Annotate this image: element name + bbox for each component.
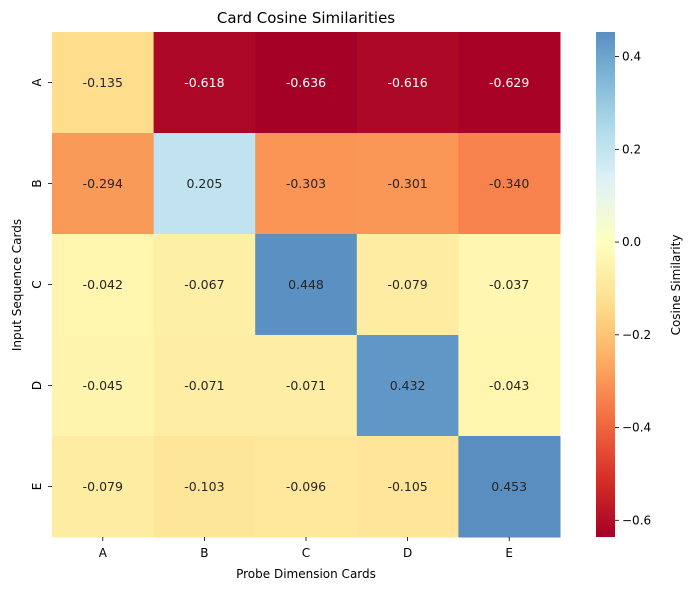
cell-value-label: -0.616	[387, 75, 427, 90]
colorbar-tick-label: 0.0	[622, 235, 641, 249]
heatmap-cell	[458, 32, 561, 134]
cell-value-label: -0.340	[489, 176, 529, 191]
heatmap-cell	[458, 234, 561, 336]
cell-value-label: -0.618	[184, 75, 224, 90]
colorbar-tick-label: −0.2	[622, 328, 651, 342]
heatmap-cell	[52, 335, 155, 437]
y-axis-ticks: A B C D E	[30, 78, 52, 491]
cell-value-label: -0.079	[83, 479, 123, 494]
cell-value-label: 0.205	[187, 176, 223, 191]
x-axis-ticks: A B C D E	[99, 537, 513, 560]
cell-value-label: -0.079	[387, 277, 427, 292]
cell-value-label: -0.096	[286, 479, 326, 494]
colorbar-gradient	[596, 32, 615, 537]
cell-value-label: 0.432	[390, 378, 426, 393]
heatmap-cell	[52, 32, 155, 134]
x-tick-label: C	[302, 546, 310, 560]
y-tick-label: C	[30, 280, 44, 288]
x-tick-label: A	[99, 546, 108, 560]
heatmap-cell	[153, 436, 256, 538]
colorbar-tick-label: −0.4	[622, 421, 651, 435]
heatmap-cell	[255, 234, 358, 336]
y-axis-label: Input Sequence Cards	[10, 219, 24, 351]
heatmap-cell	[153, 32, 256, 134]
y-tick-label: D	[30, 381, 44, 390]
heatmap-cell	[255, 32, 358, 134]
cell-value-label: -0.636	[286, 75, 326, 90]
colorbar-tick-label: 0.2	[622, 142, 641, 156]
chart-title: Card Cosine Similarities	[217, 9, 395, 27]
x-axis-label: Probe Dimension Cards	[236, 567, 376, 581]
heatmap-cell	[52, 234, 155, 336]
x-tick-label: B	[200, 546, 208, 560]
cell-value-label: 0.448	[288, 277, 324, 292]
colorbar-label: Cosine Similarity	[669, 235, 683, 336]
heatmap-cell	[458, 133, 561, 235]
y-tick-label: E	[30, 483, 44, 491]
cell-value-label: -0.067	[184, 277, 224, 292]
y-tick-label: A	[30, 78, 44, 87]
cell-value-label: -0.135	[83, 75, 123, 90]
heatmap-cell	[52, 133, 155, 235]
cell-value-label: -0.303	[286, 176, 326, 191]
cell-value-label: -0.294	[83, 176, 123, 191]
cell-value-label: -0.301	[387, 176, 427, 191]
cell-value-label: -0.037	[489, 277, 529, 292]
cell-value-label: 0.453	[491, 479, 527, 494]
y-tick-label: B	[30, 179, 44, 187]
heatmap-cell	[356, 335, 459, 437]
cell-value-label: -0.105	[387, 479, 427, 494]
heatmap-cell	[255, 335, 358, 437]
heatmap-cell	[356, 234, 459, 336]
cell-value-label: -0.045	[83, 378, 123, 393]
heatmap-cell	[356, 436, 459, 538]
heatmap-cell	[153, 133, 256, 235]
cell-value-label: -0.103	[184, 479, 224, 494]
heatmap-cell	[255, 133, 358, 235]
cell-value-label: -0.042	[83, 277, 123, 292]
cell-value-label: -0.043	[489, 378, 529, 393]
cell-value-label: -0.071	[184, 378, 224, 393]
heatmap-cells: -0.135 -0.618 -0.636 -0.616 -0.629 -0.294 0.20…	[52, 32, 561, 538]
heatmap-cell	[153, 234, 256, 336]
heatmap-cell	[458, 335, 561, 437]
heatmap-cell	[458, 436, 561, 538]
heatmap-cell	[356, 133, 459, 235]
heatmap-cell	[255, 436, 358, 538]
colorbar: −0.6 −0.4 −0.2 0.0 0.2 0.4 Cosine Similarity	[596, 32, 683, 537]
colorbar-tick-label: −0.6	[622, 513, 651, 527]
cell-value-label: -0.071	[286, 378, 326, 393]
heatmap-cell	[356, 32, 459, 134]
cell-value-label: -0.629	[489, 75, 529, 90]
x-tick-label: E	[505, 546, 513, 560]
x-tick-label: D	[403, 546, 412, 560]
heatmap-cell	[52, 436, 155, 538]
colorbar-tick-label: 0.4	[622, 50, 641, 64]
heatmap-cell	[153, 335, 256, 437]
colorbar-ticks: −0.6 −0.4 −0.2 0.0 0.2 0.4	[615, 50, 651, 527]
